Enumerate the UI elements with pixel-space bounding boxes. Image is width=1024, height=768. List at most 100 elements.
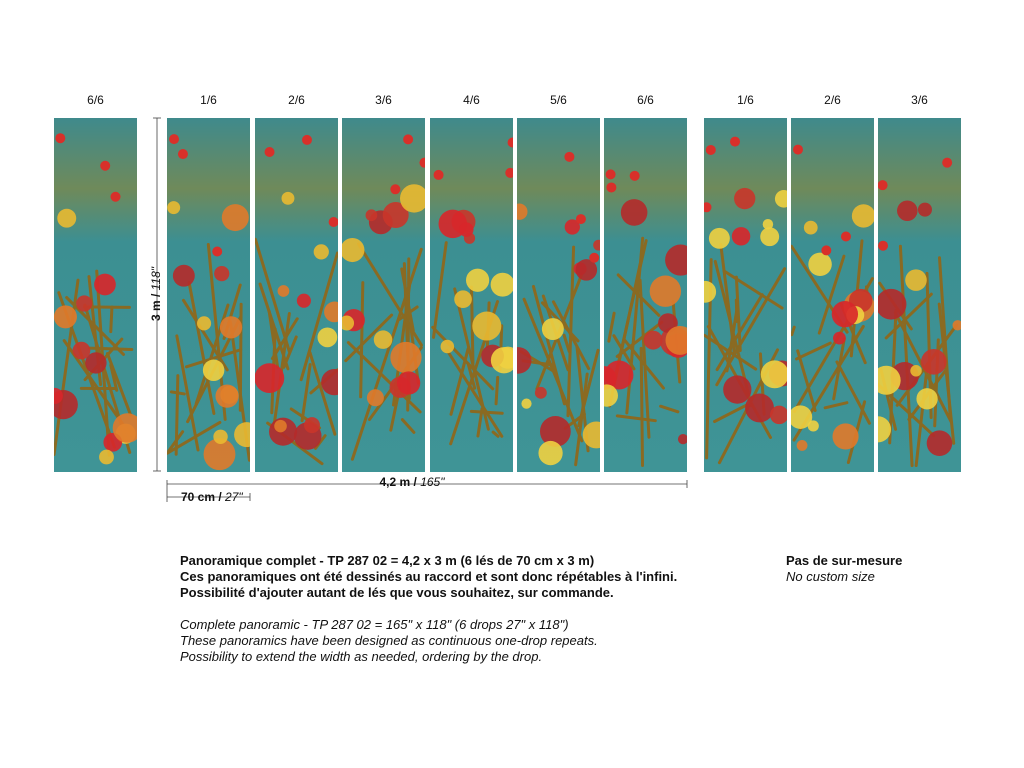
flower [734,187,756,210]
flower [774,190,787,208]
leaf [551,300,591,371]
flower [112,413,137,443]
panel [878,118,961,472]
flower [916,388,938,410]
leaf [491,430,500,438]
star-flower [629,170,640,181]
panel [517,118,600,472]
flower [952,320,961,331]
flower [234,422,250,448]
leaf [299,251,338,382]
leaf [562,333,571,353]
star-flower [403,134,414,145]
panels: 6/6 1/6 2/6 3/6 4/6 5/6 6/6 1/6 2/6 3/6 [54,93,961,472]
leaf [566,245,576,418]
flower [731,227,751,246]
star-flower [704,202,712,213]
leaf [791,325,796,337]
flower [831,300,859,328]
leaf [638,278,651,439]
flower [399,184,425,213]
text-line: Possibility to extend the width as neede… [180,649,543,664]
leaf [300,363,312,423]
flower [517,203,528,220]
flower [521,398,532,409]
flower [197,316,212,331]
flower [72,341,91,360]
flower [390,341,422,374]
leaf [109,305,114,334]
text-line: Possibilité d'ajouter autant de lés que … [180,585,614,600]
panel [342,118,425,472]
leaf [109,363,119,392]
panel-bg [342,118,425,472]
flower [564,219,580,235]
star-flower [605,169,616,180]
text-line: No custom size [786,569,875,584]
flower [769,405,787,425]
flower [575,259,598,281]
leaf [476,407,484,438]
flower [517,347,532,374]
leaf [719,242,736,356]
leaf [449,347,470,416]
flower [878,288,907,320]
star-flower [840,231,851,242]
flower [832,423,859,450]
flower [851,204,874,228]
leaf [432,241,448,339]
flower [926,430,953,456]
leaf [715,267,787,387]
leaf [344,313,394,363]
flower [620,199,648,226]
flower [202,359,225,382]
panel [167,118,250,472]
leaf [359,281,365,399]
flower [281,191,295,205]
panel-label: 2/6 [824,93,841,107]
panel [255,118,338,472]
flower [582,421,600,449]
flower [54,389,78,420]
leaf [272,312,291,425]
panel-label: 4/6 [463,93,480,107]
star-flower [328,216,338,227]
flower [454,290,472,309]
leaf [823,401,849,410]
star-flower [575,214,586,225]
leaf [184,348,243,369]
panel-label: 3/6 [375,93,392,107]
flower [677,434,687,445]
flower [760,227,780,247]
leaf [639,346,645,467]
text-line: These panoramics have been designed as c… [180,633,598,648]
leaf [350,247,423,461]
leaf [884,292,933,340]
flower [382,202,409,229]
star-flower [564,151,575,162]
star-flower [100,160,111,171]
star-flower [878,240,889,251]
leaf [835,360,871,425]
flower [593,239,600,251]
star-flower [212,246,223,257]
leaf [466,362,477,390]
panel [54,118,137,472]
flower [99,449,114,465]
flower [665,325,687,355]
leaf [795,341,832,361]
leaf [817,254,846,335]
leaf [255,237,291,353]
flower [897,200,918,222]
flower [649,275,682,307]
flower [214,266,230,282]
flower [905,269,927,291]
leaf [453,287,490,431]
star-flower [55,133,66,144]
leaf [181,298,229,372]
flower [665,244,687,276]
leaf [105,351,133,417]
leaf [914,362,929,468]
star-flower [264,147,275,158]
